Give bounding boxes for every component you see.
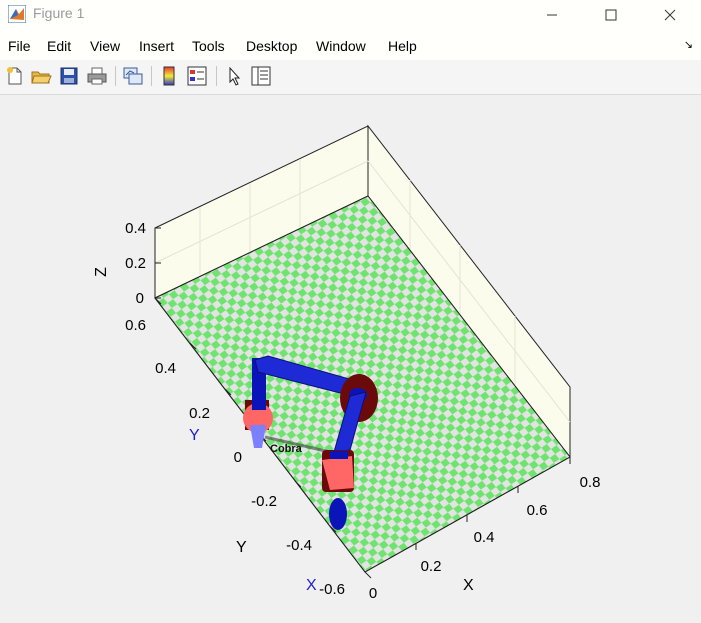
x-tick-label: 0.6 xyxy=(527,502,548,519)
y-tick-label: -0.4 xyxy=(286,537,312,554)
y-tick-label: -0.2 xyxy=(251,493,277,510)
end-effector xyxy=(329,498,347,530)
axes-back-walls xyxy=(154,124,571,459)
menu-tools[interactable]: Tools xyxy=(192,38,225,54)
close-button[interactable] xyxy=(647,0,693,30)
property-inspector-icon[interactable] xyxy=(250,65,272,87)
robot-name-label: Cobra xyxy=(270,443,303,455)
colorbar-icon[interactable] xyxy=(158,65,180,87)
y-tick-label: -0.6 xyxy=(319,581,345,598)
matlab-icon xyxy=(8,5,26,23)
legend-icon[interactable] xyxy=(186,65,208,87)
z-tick-label: 0.4 xyxy=(125,220,146,237)
z-tick-label: 0 xyxy=(136,290,144,307)
menu-edit[interactable]: Edit xyxy=(47,38,72,54)
robot-base-shadow xyxy=(264,435,331,454)
x-tick-label: 0.8 xyxy=(580,474,601,491)
dock-arrow-icon[interactable]: ↘ xyxy=(683,39,693,51)
toolbar-separator xyxy=(151,66,152,86)
z-axis-label: Z xyxy=(93,267,110,277)
robot-arm: Y X Cobra xyxy=(189,355,378,594)
open-file-icon[interactable] xyxy=(30,65,52,87)
x-tick-label: 0.2 xyxy=(421,558,442,575)
toolbar-separator xyxy=(216,66,217,86)
menu-window[interactable]: Window xyxy=(316,38,366,54)
base-joint-cone xyxy=(250,425,266,448)
maximize-button[interactable] xyxy=(588,0,634,30)
save-icon[interactable] xyxy=(58,65,80,87)
z-tick-label: 0.2 xyxy=(125,255,146,272)
y-tick-label: 0.2 xyxy=(189,405,210,422)
edit-plot-cursor-icon[interactable] xyxy=(224,65,246,87)
wrist-cap xyxy=(330,451,348,459)
robot-frame-y-label: Y xyxy=(189,427,200,444)
wrist-joint xyxy=(322,456,354,490)
figure-canvas[interactable]: 0 0.2 0.4 Z 0.6 0.4 0.2 0 -0.2 -0.4 -0.6… xyxy=(0,95,701,618)
menu-desktop[interactable]: Desktop xyxy=(246,38,298,54)
menu-view[interactable]: View xyxy=(90,38,121,54)
x-axis-label: X xyxy=(463,577,474,594)
x-tick-label: 0 xyxy=(369,585,377,602)
y-tick-label: 0 xyxy=(234,449,242,466)
link-plot-icon[interactable] xyxy=(122,65,144,87)
maximize-icon xyxy=(605,9,617,21)
print-icon[interactable] xyxy=(86,65,108,87)
window-title: Figure 1 xyxy=(33,5,85,21)
y-tick-label: 0.6 xyxy=(125,317,146,334)
new-figure-icon[interactable] xyxy=(4,65,26,87)
x-tick-label: 0.4 xyxy=(474,529,495,546)
y-tick-label: 0.4 xyxy=(155,360,176,377)
robot-frame-x-label: X xyxy=(306,577,317,594)
title-bar: Figure 1 xyxy=(0,0,701,30)
menu-bar: File Edit View Insert Tools Desktop Wind… xyxy=(0,30,701,60)
y-axis-label: Y xyxy=(236,539,247,556)
menu-insert[interactable]: Insert xyxy=(139,38,175,54)
menu-file[interactable]: File xyxy=(8,38,31,54)
close-icon xyxy=(664,9,676,21)
toolbar-separator xyxy=(115,66,116,86)
toolbar xyxy=(0,60,701,95)
menu-help[interactable]: Help xyxy=(388,38,417,54)
minimize-button[interactable] xyxy=(529,0,575,30)
minimize-icon xyxy=(547,14,557,16)
